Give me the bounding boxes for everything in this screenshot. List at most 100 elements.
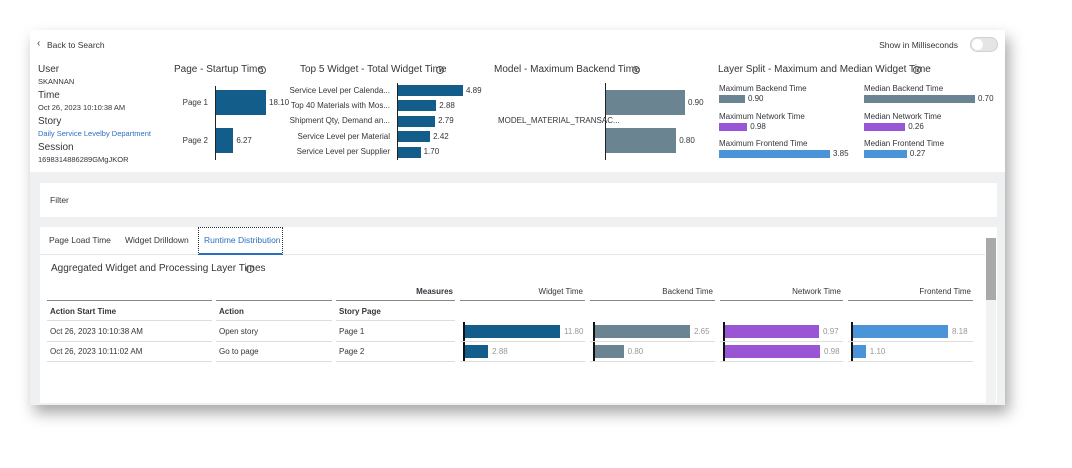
value-label: 1.70 [423, 147, 440, 157]
info-icon[interactable] [436, 66, 444, 74]
axis-line [593, 322, 595, 341]
bar [216, 128, 234, 153]
bar [719, 150, 830, 158]
value-label: 0.80 [679, 135, 695, 145]
info-value: SKANNAN [38, 77, 75, 86]
tab-panel [40, 227, 997, 403]
row-rule [47, 361, 212, 362]
axis-line [463, 342, 465, 361]
axis-line [851, 322, 853, 341]
info-label: Story [38, 116, 62, 127]
info-icon[interactable] [632, 66, 640, 74]
chart-title: Page - Startup Time [174, 64, 263, 75]
back-link[interactable]: Back to Search [47, 40, 105, 50]
chart-title: Top 5 Widget - Total Widget Time [300, 64, 447, 75]
bar [853, 345, 866, 358]
tab[interactable]: Page Load Time [49, 235, 111, 245]
value-label: 1.10 [869, 347, 886, 356]
cell: Oct 26, 2023 10:11:02 AM [50, 347, 143, 356]
category-label: MODEL_MATERIAL_TRANSAC... [498, 116, 620, 125]
legend-label: Maximum Network Time [719, 111, 805, 121]
value-label: 0.97 [823, 327, 839, 336]
toggle-label: Show in Milliseconds [879, 40, 958, 50]
bar [719, 95, 745, 103]
value-label: 2.79 [438, 116, 454, 126]
value-label: 2.88 [439, 100, 455, 110]
category-label: Shipment Qty, Demand an... [289, 116, 390, 126]
value-label: 0.98 [750, 121, 766, 131]
legend-label: Median Frontend Time [864, 139, 945, 148]
section-title: Aggregated Widget and Processing Layer T… [51, 263, 266, 274]
filter-bar[interactable] [40, 183, 997, 217]
back-chevron[interactable]: ‹ [37, 38, 41, 49]
value-label: 11.80 [564, 327, 584, 336]
scrollbar[interactable] [986, 238, 996, 403]
value-label: 8.18 [952, 327, 968, 336]
value-label: 0.26 [908, 121, 924, 131]
row-rule [216, 341, 332, 342]
row-rule [460, 341, 585, 342]
bar [398, 131, 431, 143]
info-icon[interactable] [258, 66, 266, 74]
row-rule [336, 341, 455, 342]
bar [864, 150, 907, 158]
bar [465, 325, 560, 338]
bar [725, 325, 820, 338]
measures-label: Measures [416, 287, 453, 296]
info-value[interactable]: Daily Service Levelby Department [38, 129, 151, 138]
value-label: 0.90 [747, 94, 764, 103]
row-rule [720, 361, 843, 362]
chart-title: Model - Maximum Backend Time [494, 64, 640, 75]
column-header: Action Start Time [50, 307, 117, 316]
axis-line [723, 342, 725, 361]
legend-label: Median Network Time [864, 111, 942, 121]
value-label: 18.10 [269, 97, 290, 107]
tab-focus [198, 227, 283, 255]
cell: Page 1 [339, 327, 365, 336]
scroll-thumb[interactable] [986, 238, 996, 300]
row-rule [590, 341, 715, 342]
value-label: 0.70 [978, 94, 994, 103]
value-label: 6.27 [236, 135, 252, 145]
bar [606, 128, 677, 153]
row-rule [848, 341, 973, 342]
measure-header: Widget Time [538, 287, 583, 296]
bar [398, 100, 437, 112]
bar [398, 115, 436, 127]
row-rule [848, 361, 973, 362]
tab-underline [40, 254, 985, 255]
legend-label: Median Backend Time [864, 84, 944, 93]
axis-line [605, 83, 606, 160]
info-icon[interactable] [246, 265, 254, 273]
measure-header: Backend Time [662, 287, 713, 296]
tab[interactable]: Widget Drilldown [125, 235, 189, 245]
header-rule [590, 300, 715, 301]
info-label: Session [38, 142, 74, 153]
header-rule [460, 300, 585, 301]
value-label: 0.80 [627, 347, 644, 356]
header-rule [47, 320, 212, 321]
header-rule [216, 300, 332, 301]
bar [465, 345, 489, 358]
axis-line [851, 342, 853, 361]
category-label: Service Level per Supplier [296, 147, 390, 157]
bar [864, 122, 906, 131]
info-icon[interactable] [913, 66, 921, 74]
header-rule [720, 300, 843, 301]
measure-header: Network Time [792, 287, 841, 296]
value-label: 4.89 [466, 85, 482, 95]
info-label: User [38, 64, 60, 75]
value-label: 2.88 [492, 347, 508, 356]
category-label: Page 2 [182, 135, 208, 145]
bar [216, 90, 266, 115]
tab[interactable]: Runtime Distribution [204, 235, 281, 245]
bar [398, 85, 463, 96]
toggle[interactable] [970, 37, 998, 52]
chart-title: Layer Split - Maximum and Median Widget … [718, 64, 931, 75]
bar [595, 325, 690, 338]
filter-label: Filter [50, 195, 69, 205]
axis-line [463, 322, 465, 341]
value-label: 2.42 [433, 131, 449, 141]
value-label: 3.85 [833, 149, 849, 158]
